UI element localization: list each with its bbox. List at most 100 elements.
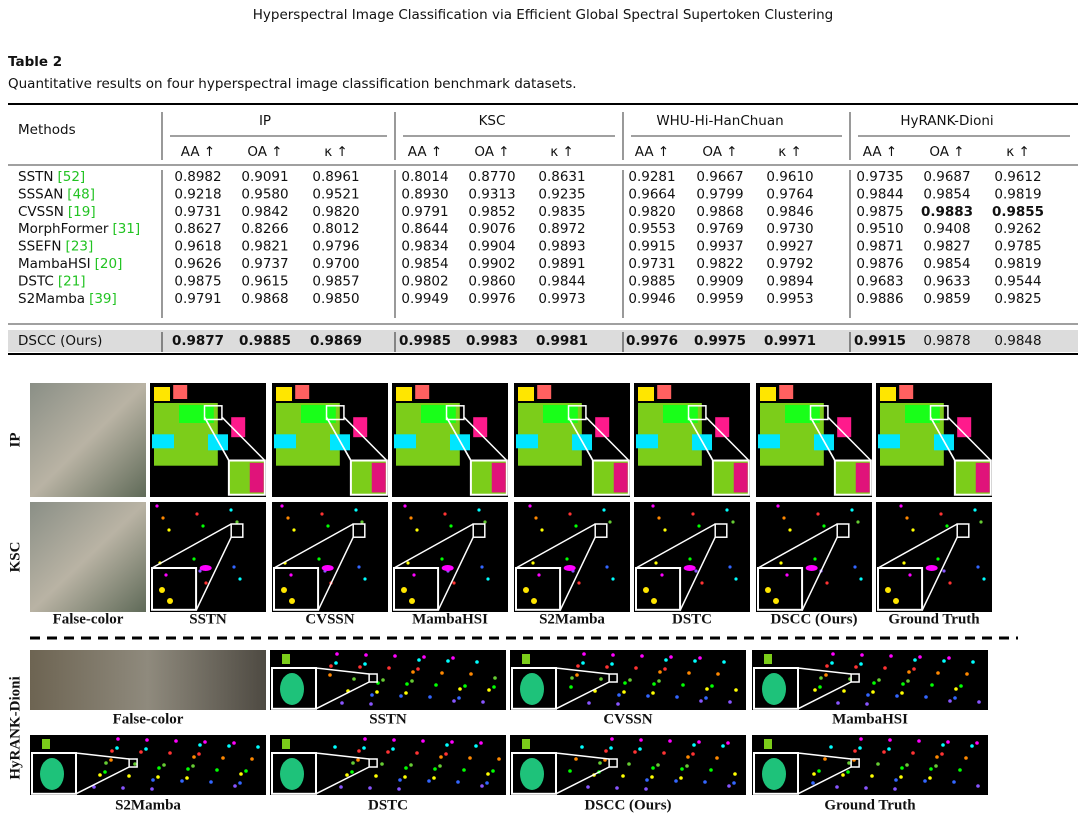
zoom-line	[393, 523, 474, 569]
map-dot	[474, 744, 478, 748]
method-name: MorphFormer [31]	[18, 221, 140, 237]
map-dot	[422, 655, 426, 659]
map-dot	[401, 587, 407, 593]
map-dot	[405, 682, 409, 686]
cell: 0.9854	[401, 256, 448, 272]
cell: 0.9844	[538, 273, 585, 289]
cell: 0.9687	[923, 169, 970, 185]
map-region	[663, 405, 698, 423]
column-header: Methods	[18, 122, 76, 138]
cell: 0.9860	[468, 273, 515, 289]
map-dot	[954, 687, 958, 691]
map-dot	[280, 504, 284, 508]
map-dot	[942, 659, 946, 663]
zoom-line	[515, 523, 596, 569]
cell: 0.9876	[856, 256, 903, 272]
map-region	[925, 565, 938, 571]
zoom-line	[921, 536, 958, 611]
map-dot	[888, 738, 892, 742]
zoom-source	[594, 523, 608, 538]
citation: [31]	[112, 221, 140, 237]
cell: 0.9731	[174, 204, 221, 220]
false-color-image	[30, 383, 146, 497]
cell: 0.9626	[174, 256, 221, 272]
map-dot	[871, 690, 875, 694]
map-dot	[876, 762, 880, 766]
zoom-line	[151, 523, 232, 569]
map-dot	[150, 787, 154, 791]
cell: 0.9510	[856, 221, 903, 237]
zoom-line	[555, 766, 610, 795]
map-dot	[444, 752, 448, 756]
map-dot	[917, 739, 921, 743]
map-region	[779, 385, 794, 399]
panel-label: MambaHSI	[412, 611, 488, 627]
map-dot	[883, 666, 887, 670]
map-dot	[663, 528, 667, 532]
zoom-line	[555, 752, 610, 760]
map-dot	[452, 581, 456, 585]
classification-map	[634, 502, 750, 612]
map-dot	[167, 598, 173, 604]
zoom-source	[352, 523, 366, 538]
map-dot	[866, 693, 870, 697]
map-dot	[953, 696, 957, 700]
map-region	[421, 405, 456, 423]
map-dot	[186, 767, 190, 771]
map-dot	[292, 528, 296, 532]
zoom-line	[325, 416, 352, 461]
map-dot	[856, 520, 860, 524]
zoom-source	[714, 523, 728, 538]
map-dot	[817, 769, 821, 773]
cell: 0.9785	[994, 239, 1041, 255]
map-dot	[380, 762, 384, 766]
row-highlight	[8, 330, 1078, 352]
map-dot	[462, 768, 466, 772]
map-dot	[289, 573, 293, 577]
cell: 0.9915	[854, 333, 906, 349]
map-dot	[286, 516, 290, 520]
map-dot	[893, 598, 899, 604]
map-dot	[628, 678, 632, 682]
dataset-header: KSC	[479, 113, 506, 129]
map-dot	[164, 573, 168, 577]
map-dot	[103, 770, 107, 774]
metric-header: AA ↑	[635, 144, 669, 160]
map-dot	[693, 659, 697, 663]
map-dot	[481, 700, 485, 704]
map-dot	[982, 577, 986, 581]
map-dot	[627, 762, 631, 766]
panel-label: Ground Truth	[824, 797, 916, 813]
panel-label: DSCC (Ours)	[770, 611, 857, 627]
figure-panel	[634, 383, 750, 497]
map-dot	[411, 670, 415, 674]
map-dot	[970, 744, 974, 748]
map-dot	[939, 512, 943, 516]
cell: 0.9883	[921, 204, 973, 220]
map-dot	[393, 654, 397, 658]
map-dot	[433, 767, 437, 771]
map-dot	[398, 778, 402, 782]
map-dot	[345, 773, 349, 777]
map-dot	[664, 658, 668, 662]
map-dot	[445, 743, 449, 747]
zoom-line	[221, 416, 266, 462]
false-color-image	[30, 650, 266, 710]
map-dot	[964, 756, 968, 760]
cell: 0.9953	[766, 291, 813, 307]
map-dot	[475, 660, 479, 664]
map-dot	[417, 658, 421, 662]
map-dot	[728, 565, 732, 569]
map-region	[537, 385, 552, 399]
map-dot	[352, 677, 356, 681]
map-dot	[386, 750, 390, 754]
map-dot	[409, 763, 413, 767]
map-dot	[457, 696, 461, 700]
map-dot	[662, 751, 666, 755]
cell: 0.9869	[310, 333, 362, 349]
map-dot	[109, 758, 113, 762]
map-dot	[409, 516, 413, 520]
map-dot	[221, 756, 225, 760]
cell: 0.9859	[923, 291, 970, 307]
map-dot	[235, 520, 239, 524]
